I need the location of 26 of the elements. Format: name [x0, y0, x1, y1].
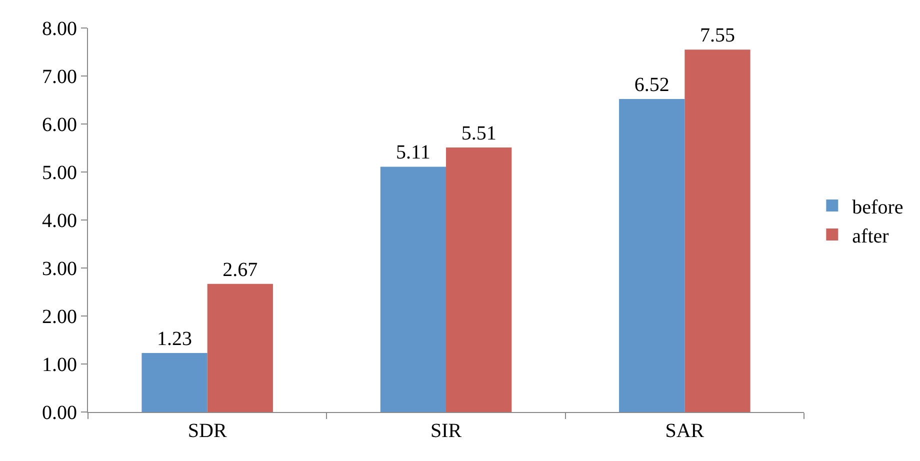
bar	[207, 284, 273, 412]
y-tick-label: 2.00	[42, 306, 77, 328]
bar	[446, 148, 512, 412]
bar	[142, 352, 208, 412]
x-tick-label: SAR	[665, 420, 705, 442]
y-tick-label: 8.00	[42, 18, 77, 40]
bar	[619, 99, 685, 412]
bar	[380, 166, 446, 412]
y-tick-label: 7.00	[42, 66, 77, 88]
data-label: 5.51	[461, 122, 496, 145]
y-tick-label: 3.00	[42, 258, 77, 280]
data-label: 2.67	[222, 258, 258, 281]
x-tick-label: SDR	[188, 420, 228, 442]
data-label: 5.11	[396, 142, 430, 164]
y-tick-label: 1.00	[42, 354, 77, 376]
legend-label: after	[852, 225, 890, 248]
bar	[684, 50, 750, 412]
legend-label: before	[852, 196, 904, 218]
y-tick-label: 4.00	[42, 210, 77, 232]
y-tick-label: 0.00	[42, 402, 77, 424]
x-tick-label: SIR	[430, 420, 462, 442]
data-label: 7.55	[700, 24, 735, 47]
y-tick-label: 5.00	[42, 162, 77, 184]
data-label: 1.23	[157, 328, 192, 350]
data-label: 6.52	[634, 74, 670, 96]
y-tick-label: 6.00	[42, 114, 77, 136]
